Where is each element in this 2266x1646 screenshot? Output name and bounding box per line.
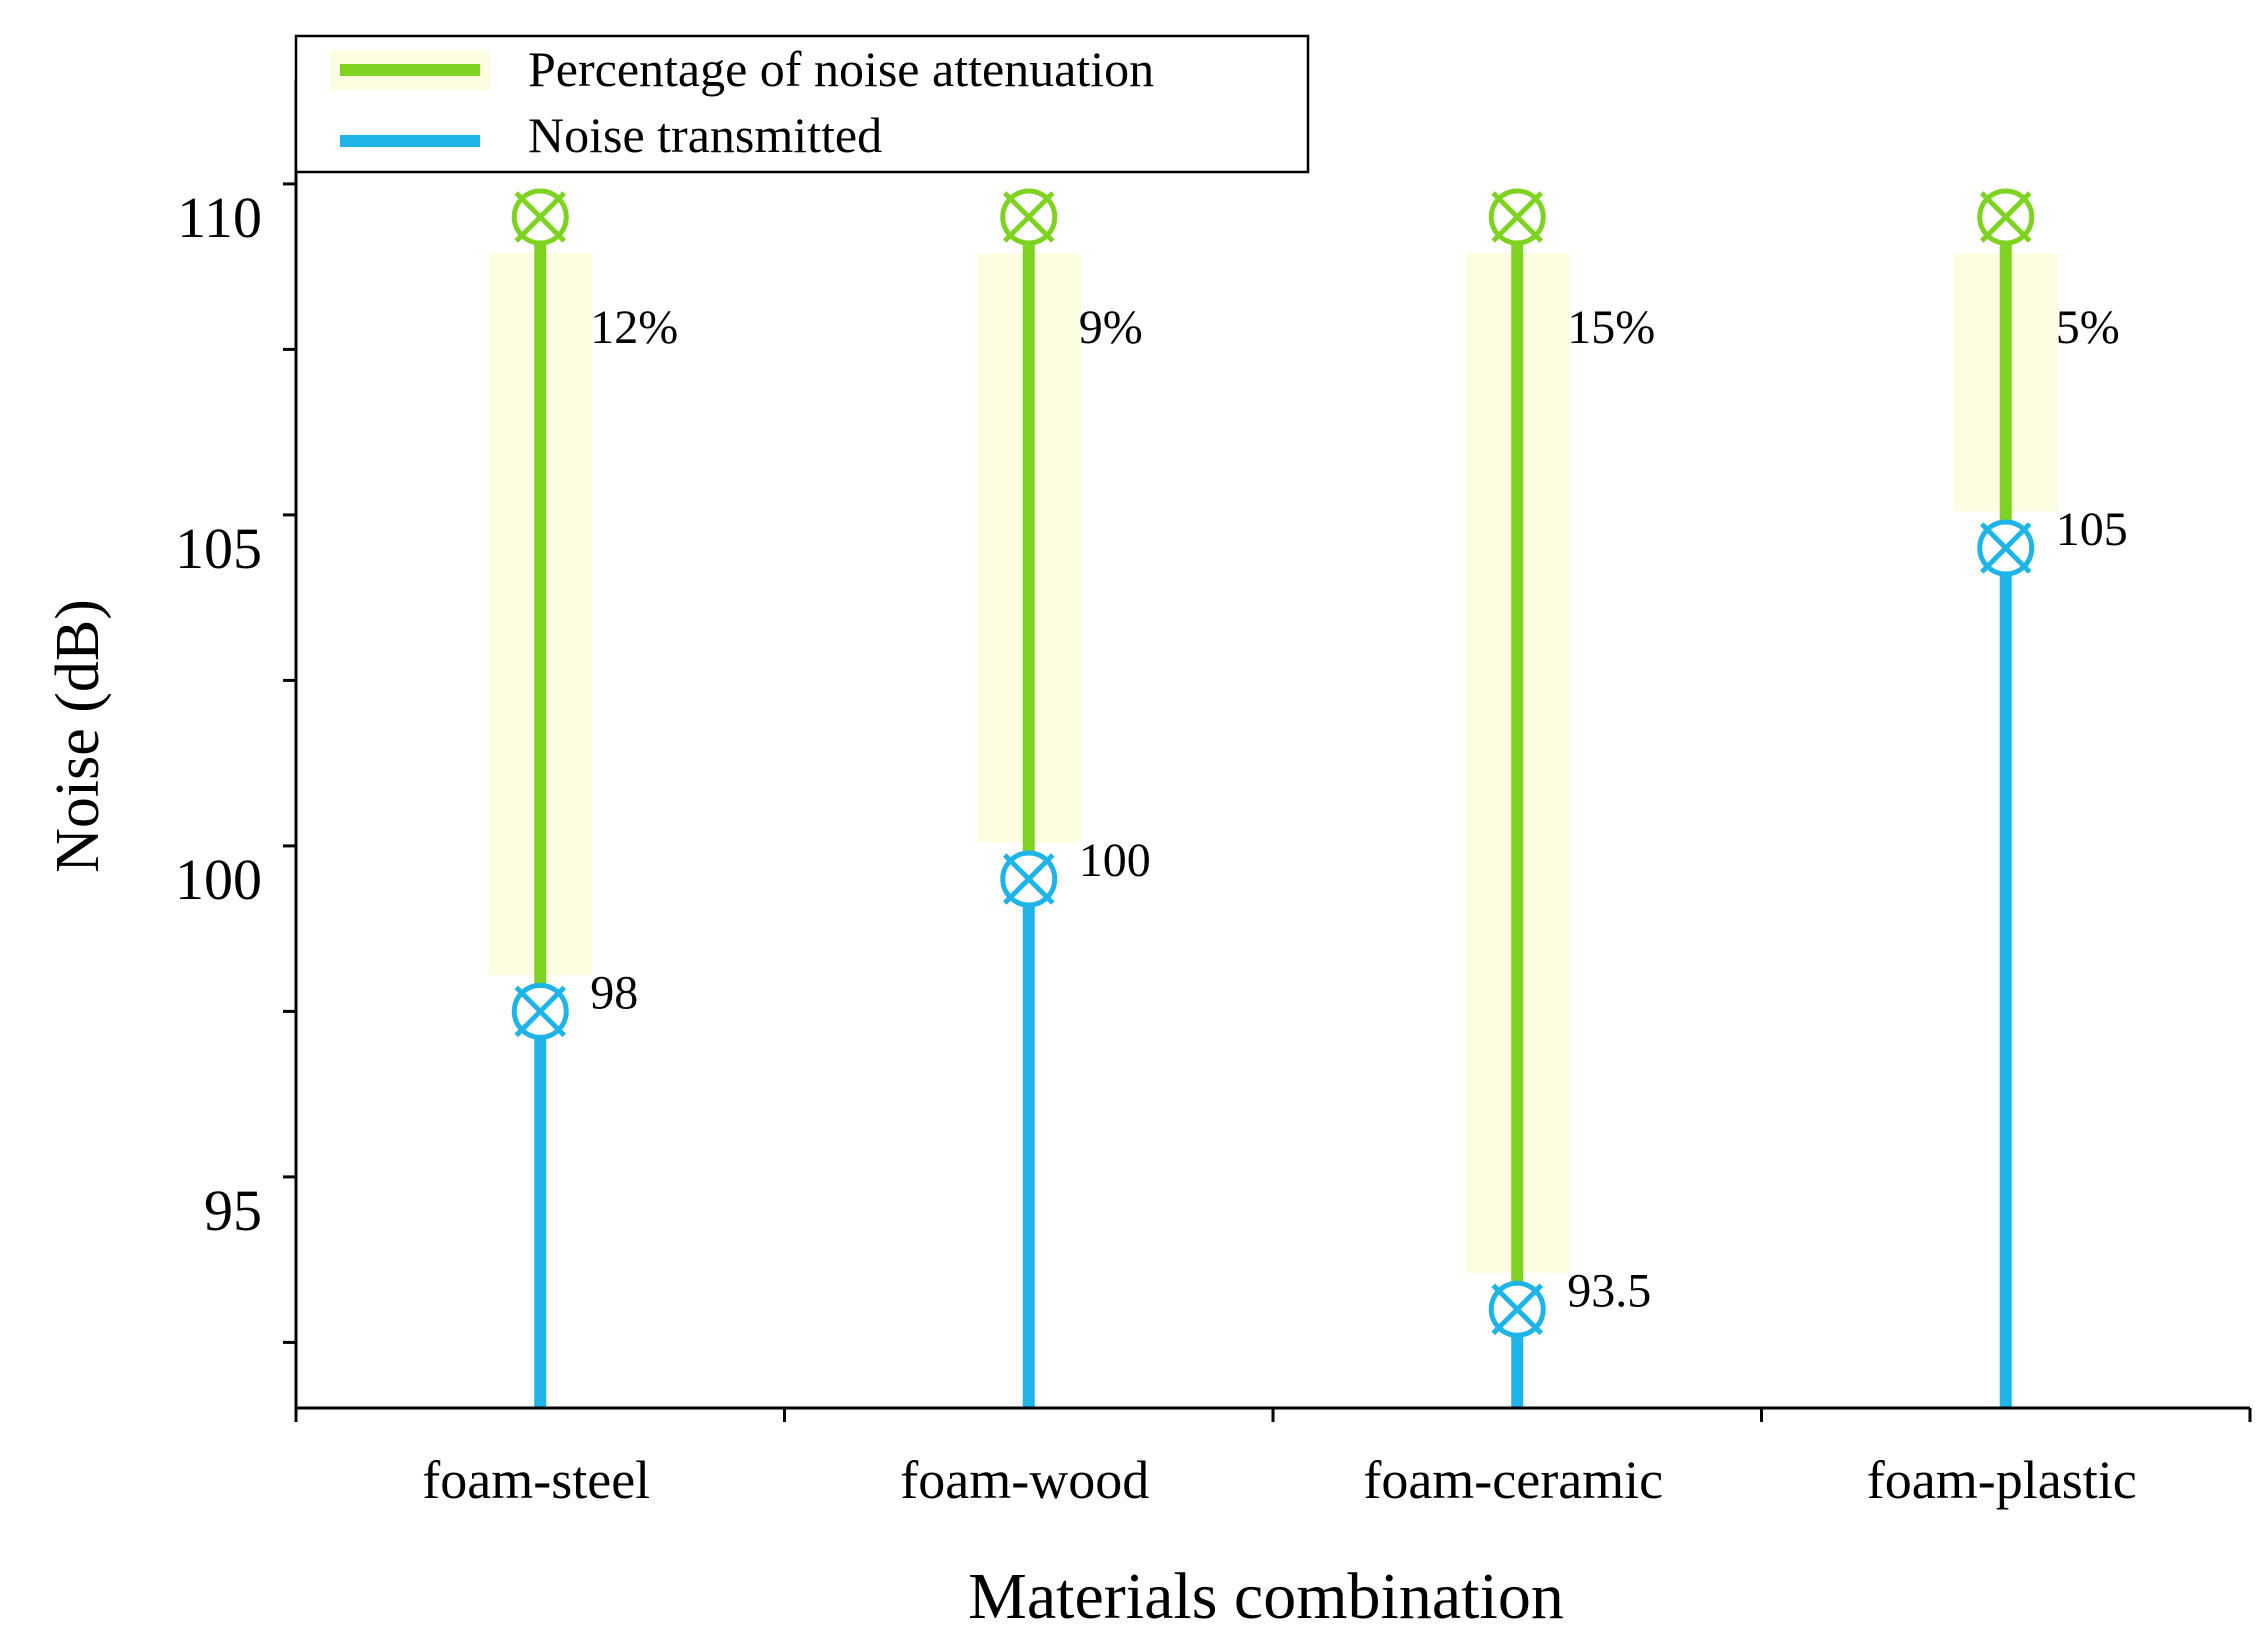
attenuation-bands <box>488 253 2058 1273</box>
incident-marker-foam-wood <box>1000 188 1058 246</box>
attenuation-label-foam-wood: 9% <box>1079 301 1143 354</box>
transmitted-marker-foam-wood <box>1000 850 1058 908</box>
transmitted-marker-foam-wood-cross-b <box>1002 853 1055 905</box>
transmitted-marker-foam-steel-cross-b <box>514 985 567 1038</box>
transmitted-marker-foam-ceramic-cross-b <box>1491 1283 1544 1336</box>
transmitted-label-foam-plastic: 105 <box>2056 503 2128 556</box>
transmitted-label-foam-steel: 98 <box>590 966 638 1019</box>
legend-label-attenuation: Percentage of noise attenuation <box>528 41 1154 97</box>
data-labels: 12% 98 9% 100 15% 93.5 5% 105 <box>590 301 2128 1317</box>
y-tick-label: 105 <box>175 516 262 581</box>
incident-marker-foam-plastic-cross-b <box>1979 191 2032 243</box>
y-tick-label: 100 <box>175 847 262 912</box>
x-tick-label-foam-wood: foam-wood <box>900 1450 1149 1510</box>
legend: Percentage of noise attenuation Noise tr… <box>294 34 1310 174</box>
y-tick-label: 110 <box>177 185 262 250</box>
transmitted-marker-foam-ceramic <box>1488 1280 1546 1338</box>
transmitted-label-foam-ceramic: 93.5 <box>1567 1264 1651 1317</box>
incident-marker-foam-ceramic-cross-b <box>1491 191 1544 243</box>
x-tick-label-foam-steel: foam-steel <box>422 1450 650 1510</box>
transmitted-marker-foam-steel <box>511 982 569 1040</box>
y-axis-title: Noise (dB) <box>44 599 112 873</box>
x-ticks: foam-steel foam-wood foam-ceramic foam-plas… <box>294 1408 2252 1510</box>
attenuation-label-foam-ceramic: 15% <box>1567 301 1655 354</box>
attenuation-label-foam-steel: 12% <box>590 301 678 354</box>
transmitted-label-foam-wood: 100 <box>1079 834 1151 887</box>
transmitted-marker-foam-plastic <box>1977 519 2035 577</box>
incident-marker-foam-ceramic <box>1488 188 1546 246</box>
incident-marker-foam-plastic <box>1977 188 2035 246</box>
incident-marker-foam-wood-cross-b <box>1002 191 1055 243</box>
y-tick-label: 95 <box>204 1178 262 1243</box>
x-tick-label-foam-plastic: foam-plastic <box>1867 1450 2137 1510</box>
x-tick-label-foam-ceramic: foam-ceramic <box>1363 1450 1663 1510</box>
incident-marker-foam-steel <box>511 188 569 246</box>
transmitted-marker-foam-plastic-cross-b <box>1979 522 2032 574</box>
x-axis-title: Materials combination <box>968 1560 1564 1633</box>
y-ticks: 95 100 105 110 <box>175 182 296 1344</box>
attenuation-label-foam-plastic: 5% <box>2056 301 2120 354</box>
series-markers <box>511 188 2035 1338</box>
legend-label-transmitted: Noise transmitted <box>528 107 882 163</box>
series-lines <box>534 217 2012 1408</box>
incident-marker-foam-steel-cross-b <box>514 191 567 243</box>
